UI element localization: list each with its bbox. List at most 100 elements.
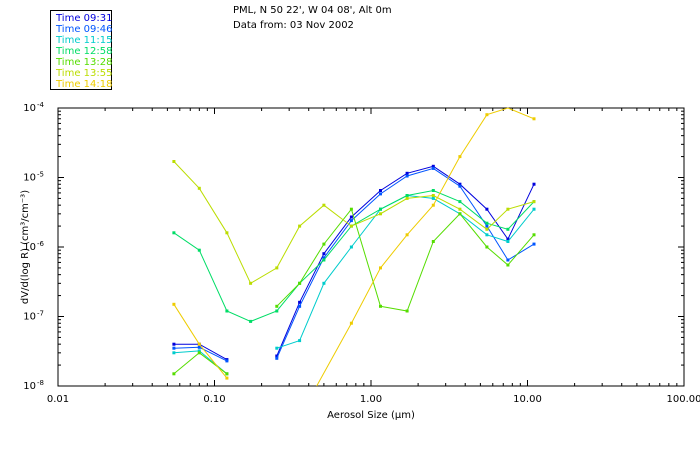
series-5-line xyxy=(173,352,228,375)
series-4-point xyxy=(485,221,489,225)
series-3 xyxy=(172,194,536,376)
series-2-point xyxy=(197,345,201,349)
y-tick-label: 10 xyxy=(23,381,36,392)
y-tick-exponent: -4 xyxy=(37,101,45,109)
series-7 xyxy=(172,107,536,387)
series-4-point xyxy=(197,248,201,252)
series-7-point xyxy=(431,203,435,207)
x-axis-tick-labels: 0.01 0.10 1.00 10.00 100.00 xyxy=(47,394,700,405)
y-tick-label: 10 xyxy=(23,173,36,184)
series-1-line xyxy=(276,165,535,357)
series-6-point xyxy=(506,207,510,211)
series-5-line xyxy=(276,208,535,312)
series-5-point xyxy=(197,351,201,355)
series-7-point xyxy=(197,342,201,346)
series-5-point xyxy=(225,372,229,376)
series-4-point xyxy=(431,189,435,192)
series-1-point xyxy=(172,342,176,346)
series-5-point xyxy=(275,304,279,308)
series-4-point xyxy=(405,194,409,197)
y-tick-label: 10 xyxy=(23,312,36,323)
series-3-point xyxy=(532,207,536,211)
series-5-point xyxy=(485,245,489,249)
plot-area-frame xyxy=(57,107,685,387)
series-1-point xyxy=(349,215,353,219)
series-6-point xyxy=(298,224,302,228)
series-5-point xyxy=(458,212,462,216)
legend-entry-2: Time 09:46 xyxy=(56,24,113,35)
y-tick-exponent: -8 xyxy=(37,379,44,387)
legend-entry-1: Time 09:31 xyxy=(56,13,113,24)
series-7-point xyxy=(225,376,229,380)
series-3-point xyxy=(322,281,326,285)
series-5-point xyxy=(298,281,302,285)
series-1 xyxy=(172,164,536,362)
series-6-point xyxy=(349,224,353,228)
series-1-point xyxy=(458,182,462,186)
series-4-point xyxy=(249,319,253,323)
series-6-line xyxy=(173,161,535,285)
series-6-point xyxy=(172,160,176,163)
series-5-point xyxy=(532,233,536,237)
chart-date-subtitle: Data from: 03 Nov 2002 xyxy=(233,20,354,31)
series-6-point xyxy=(532,200,536,204)
series-3-point xyxy=(172,351,176,355)
series-3-point xyxy=(275,346,279,350)
series-2-point xyxy=(405,174,409,178)
series-2-point xyxy=(349,219,353,223)
series-layer xyxy=(172,107,536,387)
series-1-point xyxy=(506,237,510,241)
series-2-point xyxy=(275,356,279,360)
series-5-point xyxy=(322,242,326,246)
y-tick-exponent: -6 xyxy=(37,240,45,248)
series-5-point xyxy=(349,207,353,211)
series-2-point xyxy=(379,192,382,196)
x-tick-label: 10.00 xyxy=(513,394,542,405)
series-3-point xyxy=(431,196,435,200)
series-6-point xyxy=(225,231,229,235)
series-4-line xyxy=(173,189,535,322)
series-1-point xyxy=(485,207,489,211)
series-4 xyxy=(172,189,536,323)
y-axis-ticks xyxy=(58,110,684,387)
series-2-point xyxy=(458,184,462,188)
series-4-point xyxy=(225,309,229,313)
series-2-point xyxy=(225,359,229,363)
series-7-point xyxy=(485,113,489,117)
series-1-point xyxy=(298,300,302,304)
series-2-point xyxy=(322,256,326,260)
series-5-point xyxy=(506,263,510,267)
legend-entry-7: Time 14:18 xyxy=(56,79,113,90)
legend-entry-5: Time 13:28 xyxy=(56,57,113,68)
series-3-point xyxy=(506,240,510,243)
series-6-point xyxy=(458,207,462,211)
y-tick-exponent: -7 xyxy=(37,310,44,318)
series-4-point xyxy=(275,309,279,313)
series-3-point xyxy=(485,233,489,237)
chart-location-title: PML, N 50 22', W 04 08', Alt 0m xyxy=(233,5,392,16)
series-2-point xyxy=(172,346,176,350)
series-2-point xyxy=(532,242,536,246)
series-2 xyxy=(172,166,536,363)
y-tick-label: 10 xyxy=(23,103,36,114)
y-tick-exponent: -5 xyxy=(37,171,44,179)
series-3-point xyxy=(298,339,302,343)
series-2-point xyxy=(431,166,435,170)
series-7-point xyxy=(349,321,353,325)
series-6 xyxy=(172,160,536,285)
series-3-point xyxy=(197,349,201,353)
series-6-point xyxy=(275,266,279,270)
x-tick-label: 100.00 xyxy=(667,394,700,405)
legend-entry-4: Time 12:58 xyxy=(56,46,113,57)
series-2-point xyxy=(506,258,510,262)
series-6-point xyxy=(197,186,201,190)
x-axis-label: Aerosol Size (µm) xyxy=(327,410,415,421)
series-7-point xyxy=(172,302,176,306)
series-4-point xyxy=(458,200,462,204)
series-6-point xyxy=(249,281,253,285)
legend-entry-6: Time 13:55 xyxy=(56,68,113,79)
x-tick-label: 0.10 xyxy=(203,394,225,405)
series-1-point xyxy=(322,252,326,256)
series-5-point xyxy=(405,309,409,313)
y-axis-tick-labels: 10-810-710-610-510-4 xyxy=(23,101,44,392)
